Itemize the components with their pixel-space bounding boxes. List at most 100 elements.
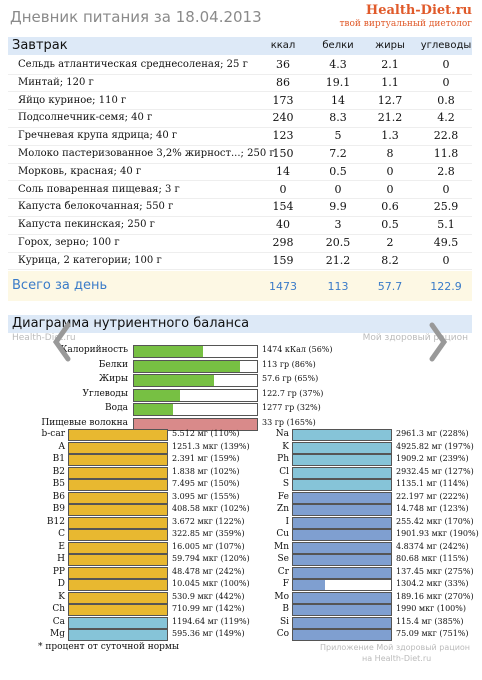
row-sep xyxy=(8,73,472,75)
bar xyxy=(69,517,167,528)
bar-name: Вода xyxy=(105,403,128,414)
nutrient-value: 5 xyxy=(334,129,342,143)
bar-name: Ch xyxy=(52,604,65,614)
bar-label: 59.794 мкг (120%) xyxy=(172,554,250,563)
nutrient-value: 5.1 xyxy=(437,218,455,232)
bar xyxy=(293,430,391,440)
food-name: Морковь, красная; 40 г xyxy=(18,165,142,177)
bar xyxy=(293,530,391,540)
bar-name: S xyxy=(282,479,289,489)
slogan: твой виртуальный диетолог xyxy=(339,19,472,29)
food-name: Сельдь атлантическая среднесоленая; 25 г xyxy=(18,59,248,70)
bar-label: 3.672 мкг (122%) xyxy=(172,516,245,526)
bar-name: Пищевые волокна xyxy=(41,418,128,428)
nutrient-value: 150 xyxy=(272,147,294,160)
bar xyxy=(293,592,391,603)
bar xyxy=(69,580,167,590)
bar xyxy=(69,492,167,503)
bar-track xyxy=(292,479,392,491)
nutrient-value: 0.5 xyxy=(381,218,399,232)
bar-track xyxy=(133,359,258,373)
bar-label: 1277 гр (32%) xyxy=(262,403,321,413)
bar-track xyxy=(133,388,258,402)
nutrient-value: 159 xyxy=(272,253,294,267)
bar-label: 2961.3 мг (228%) xyxy=(396,429,469,438)
bar-name: B12 xyxy=(46,516,65,527)
bar-track xyxy=(68,516,168,529)
bar-track xyxy=(292,441,392,454)
food-name: Капуста белокочанная; 550 г xyxy=(18,201,174,213)
bar-track xyxy=(68,479,168,491)
bar xyxy=(134,404,174,416)
app-line: Приложение Мой здоровый рацион xyxy=(320,643,471,652)
food-name: Горох, зерно; 100 г xyxy=(18,237,120,248)
bar-label: 1304.2 мкг (33%) xyxy=(396,579,469,588)
food-name: Минтай; 120 г xyxy=(18,76,94,88)
bar xyxy=(69,617,167,628)
food-name: Подсолнечник-семя; 40 г xyxy=(18,112,153,124)
bar-label: 1.838 мг (102%) xyxy=(172,466,240,476)
bar-track xyxy=(292,566,392,579)
bar-name: Mn xyxy=(273,541,289,552)
bar-track xyxy=(68,629,168,641)
food-name: Молоко пастеризованное 3,2% жирност...; … xyxy=(18,148,275,159)
bar-track xyxy=(68,541,168,554)
bar-track xyxy=(292,591,392,604)
bar-name: Белки xyxy=(98,359,128,370)
nutrient-value: 14 xyxy=(276,164,290,178)
bar-name: B9 xyxy=(52,504,65,514)
column-heading: жиры xyxy=(375,40,405,51)
bar xyxy=(134,375,214,387)
bar-name: K xyxy=(282,441,289,452)
column-heading: углеводы xyxy=(420,40,472,51)
bar-name: PP xyxy=(52,566,65,577)
bar-track xyxy=(292,516,392,529)
total-bg xyxy=(8,271,472,301)
bar xyxy=(69,555,167,565)
bar-label: 189.16 мкг (270%) xyxy=(396,591,474,601)
bar-track xyxy=(133,345,258,358)
nutrient-value: 0 xyxy=(386,182,394,196)
row-sep xyxy=(8,233,472,235)
food-name: Соль поваренная пищевая; 3 г xyxy=(18,183,180,195)
bar-name: Na xyxy=(275,429,289,439)
total-value: 122.9 xyxy=(430,280,462,293)
bar-track xyxy=(292,466,392,479)
bar-label: 115.4 мг (385%) xyxy=(396,616,464,626)
row-sep xyxy=(8,251,472,253)
bar-track xyxy=(292,629,392,641)
row-sep xyxy=(8,269,472,271)
row-sep xyxy=(8,162,472,164)
nutrient-value: 4.3 xyxy=(329,58,347,71)
bar xyxy=(69,542,167,553)
bar-track xyxy=(292,541,392,554)
bar-label: 4925.82 мг (197%) xyxy=(396,441,474,451)
bar-track xyxy=(68,566,168,579)
bar-track xyxy=(133,374,258,388)
bar-label: 710.99 мг (142%) xyxy=(172,604,245,613)
nutrient-value: 123 xyxy=(272,129,294,143)
bar-track xyxy=(68,441,168,454)
nutrient-value: 36 xyxy=(276,58,290,71)
bar xyxy=(69,430,167,440)
bar xyxy=(293,492,391,503)
bar-track xyxy=(292,504,392,516)
row-sep xyxy=(8,180,472,182)
row-sep xyxy=(8,126,472,128)
bar-label: 2932.45 мг (127%) xyxy=(396,466,474,476)
diagram-header-bg xyxy=(8,315,472,333)
bar-label: 80.68 мкг (115%) xyxy=(396,554,469,563)
bar-label: 113 гр (86%) xyxy=(262,359,316,369)
bar-label: 1251.3 мкг (139%) xyxy=(172,441,250,451)
bar-track xyxy=(68,616,168,629)
bar-name: C xyxy=(58,529,65,539)
bar-label: 75.09 мкг (751%) xyxy=(396,629,469,638)
row-sep xyxy=(8,144,472,146)
bar-name: Cr xyxy=(277,566,289,577)
nutrient-value: 0 xyxy=(442,182,450,196)
bar xyxy=(293,455,391,465)
bar xyxy=(293,442,391,453)
bar-label: 22.197 мг (222%) xyxy=(396,491,469,501)
bar-name: b-car xyxy=(41,429,65,439)
bar xyxy=(69,530,167,540)
